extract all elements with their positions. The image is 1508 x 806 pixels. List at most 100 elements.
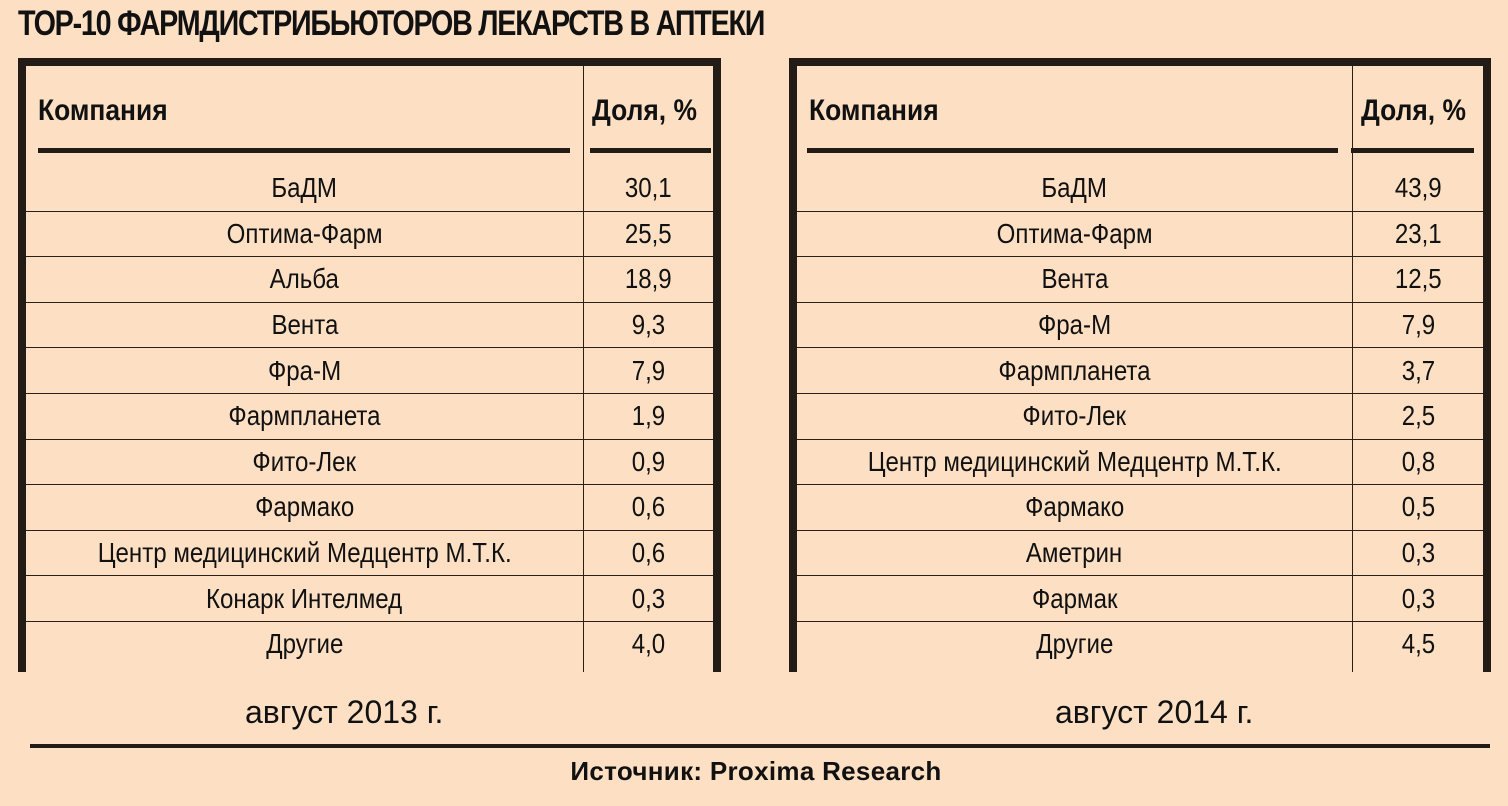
company-cell: БаДМ <box>797 165 1352 211</box>
table-row: Вента 12,5 <box>797 256 1483 302</box>
table-row: Фра-М 7,9 <box>26 347 713 393</box>
company-name: Фра-М <box>1037 309 1112 341</box>
share-value: 4,0 <box>631 628 666 660</box>
company-name: Другие <box>265 628 344 660</box>
share-cell: 2,5 <box>1353 394 1483 439</box>
period-label-2013: август 2013 г. <box>245 694 444 730</box>
share-cell: 12,5 <box>1353 257 1483 302</box>
share-value: 7,9 <box>1401 309 1435 341</box>
company-cell: Фармпланета <box>26 394 583 439</box>
company-name: Конарк Интелмед <box>206 582 403 614</box>
company-cell: Оптима-Фарм <box>797 212 1352 257</box>
share-cell: 0,3 <box>584 576 713 621</box>
share-value: 0,3 <box>1401 582 1435 614</box>
company-cell: Фито-Лек <box>26 440 583 485</box>
company-name: Фармпланета <box>228 400 381 432</box>
share-value: 4,5 <box>1401 628 1435 660</box>
company-cell: Фармако <box>797 485 1352 530</box>
table-row: Фармпланета 1,9 <box>26 392 713 439</box>
company-name: Фармак <box>1031 582 1118 614</box>
company-name: Фармако <box>1024 491 1125 523</box>
share-value: 2,5 <box>1401 400 1435 432</box>
share-value: 43,9 <box>1394 171 1442 203</box>
table-row: Фармак 0,3 <box>797 575 1483 621</box>
share-value: 9,3 <box>631 309 666 341</box>
company-name: Фармако <box>254 491 355 523</box>
table-row: Фармако 0,5 <box>797 484 1483 530</box>
table-row: БаДМ 43,9 <box>797 165 1483 211</box>
share-value: 7,9 <box>631 354 666 386</box>
company-name: Фармпланета <box>998 354 1151 386</box>
header-share: Доля, % <box>592 94 697 127</box>
table-row: Оптима-Фарм 25,5 <box>26 210 713 257</box>
company-cell: Фра-М <box>797 303 1352 348</box>
share-value: 0,3 <box>631 582 666 614</box>
share-cell: 23,1 <box>1353 212 1483 257</box>
share-cell: 4,5 <box>1353 622 1483 667</box>
company-name: Центр медицинский Медцентр М.Т.К. <box>867 445 1282 477</box>
source-note: Источник: Proxima Research <box>0 756 1508 787</box>
company-name: Фра-М <box>267 354 342 386</box>
company-name: Вента <box>271 309 338 341</box>
share-value: 0,5 <box>1401 491 1435 523</box>
share-value: 0,8 <box>1401 445 1435 477</box>
share-cell: 43,9 <box>1353 165 1483 211</box>
header-company: Компания <box>38 94 168 127</box>
share-cell: 0,6 <box>584 531 713 576</box>
table-row: Конарк Интелмед 0,3 <box>26 575 713 621</box>
table-row: Вента 9,3 <box>26 301 713 348</box>
company-cell: Фармпланета <box>797 348 1352 393</box>
company-cell: Центр медицинский Медцентр М.Т.К. <box>26 531 583 576</box>
bottom-divider <box>30 744 1490 748</box>
company-cell: Другие <box>26 622 583 667</box>
share-value: 18,9 <box>625 263 672 295</box>
company-cell: Центр медицинский Медцентр М.Т.К. <box>797 440 1352 485</box>
table-august-2013: Компания Доля, % БаДМ 30,1 Оптима-Фарм 25,5… <box>18 58 721 672</box>
share-value: 12,5 <box>1394 263 1442 295</box>
share-value: 25,5 <box>625 217 672 249</box>
share-cell: 18,9 <box>584 257 713 302</box>
company-cell: БаДМ <box>26 165 583 211</box>
share-cell: 1,9 <box>584 394 713 439</box>
header-company: Компания <box>809 94 939 127</box>
header-rule-company <box>38 148 570 153</box>
share-value: 30,1 <box>625 171 672 203</box>
company-name: Оптима-Фарм <box>996 217 1153 249</box>
company-cell: Фармак <box>797 576 1352 621</box>
table-row: Центр медицинский Медцентр М.Т.К. 0,8 <box>797 438 1483 485</box>
company-cell: Вента <box>797 257 1352 302</box>
share-cell: 4,0 <box>584 622 713 667</box>
table-body: БаДМ 30,1 Оптима-Фарм 25,5 Альба 18,9 Вента 9,3… <box>26 165 713 667</box>
table-row: Фито-Лек 0,9 <box>26 438 713 485</box>
company-cell: Аметрин <box>797 531 1352 576</box>
share-value: 0,9 <box>631 445 666 477</box>
share-value: 0,6 <box>631 537 666 569</box>
company-cell: Альба <box>26 257 583 302</box>
table-row: Оптима-Фарм 23,1 <box>797 210 1483 257</box>
share-cell: 7,9 <box>1353 303 1483 348</box>
company-cell: Фармако <box>26 485 583 530</box>
company-cell: Другие <box>797 622 1352 667</box>
table-row: Фито-Лек 2,5 <box>797 392 1483 439</box>
header-rule-share <box>1351 148 1474 153</box>
page-title: ТОР-10 ФАРМДИСТРИБЬЮТОРОВ ЛЕКАРСТВ В АПТ… <box>18 4 765 43</box>
share-value: 0,3 <box>1401 537 1435 569</box>
table-row: Другие 4,0 <box>26 620 713 667</box>
share-cell: 0,9 <box>584 440 713 485</box>
table-row: Фра-М 7,9 <box>797 301 1483 348</box>
company-name: Вента <box>1041 263 1108 295</box>
company-name: Центр медицинский Медцентр М.Т.К. <box>97 537 512 569</box>
company-cell: Конарк Интелмед <box>26 576 583 621</box>
header-share: Доля, % <box>1361 94 1466 127</box>
share-cell: 9,3 <box>584 303 713 348</box>
table-row: Альба 18,9 <box>26 256 713 302</box>
share-cell: 25,5 <box>584 212 713 257</box>
company-name: БаДМ <box>271 171 338 203</box>
share-value: 1,9 <box>631 400 666 432</box>
table-body: БаДМ 43,9 Оптима-Фарм 23,1 Вента 12,5 Фра-М 7,9… <box>797 165 1483 667</box>
column-divider <box>583 66 584 672</box>
company-name: Фито-Лек <box>252 445 357 477</box>
table-row: Фармако 0,6 <box>26 484 713 530</box>
share-value: 3,7 <box>1401 354 1435 386</box>
share-cell: 0,5 <box>1353 485 1483 530</box>
